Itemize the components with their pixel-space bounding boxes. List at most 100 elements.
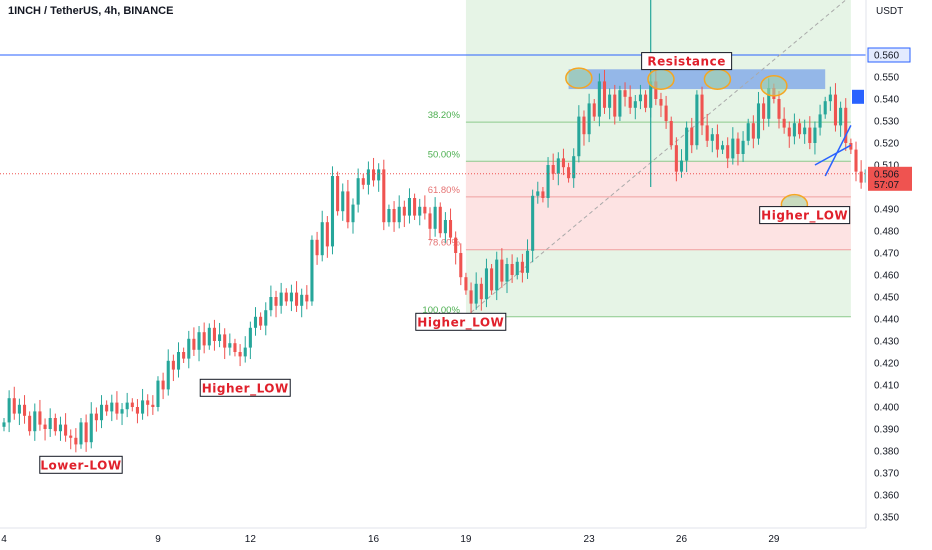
candle — [259, 316, 263, 326]
y-tick-label: 0.440 — [874, 315, 899, 326]
annotation-box — [199, 378, 291, 397]
candle — [628, 96, 632, 108]
candle — [141, 400, 145, 414]
candle — [438, 206, 442, 234]
candle — [223, 334, 227, 348]
y-tick-label: 0.370 — [874, 469, 899, 480]
last-price-label: 0.506 — [874, 169, 899, 180]
candle — [510, 264, 514, 275]
candle — [74, 437, 78, 445]
y-tick-label: 0.430 — [874, 337, 899, 348]
candle — [587, 103, 591, 135]
x-tick-label: 12 — [245, 534, 257, 545]
candle — [289, 292, 293, 302]
candle — [176, 352, 181, 370]
candle — [792, 123, 796, 137]
candle — [613, 94, 617, 117]
candle — [525, 250, 530, 273]
candle — [654, 81, 658, 99]
candle — [751, 123, 755, 139]
last-price-box — [868, 166, 912, 191]
annotation-label: Higher_LOW — [417, 315, 504, 330]
candle — [269, 297, 273, 311]
candle — [17, 404, 21, 414]
candle — [228, 343, 232, 348]
candle — [572, 156, 576, 179]
candle — [69, 435, 73, 438]
annotation-box — [39, 455, 123, 474]
candle — [433, 206, 437, 229]
candle — [443, 220, 447, 234]
x-tick-label: 19 — [460, 534, 472, 545]
y-tick-label: 0.400 — [874, 403, 899, 414]
candle — [541, 191, 545, 198]
candle — [459, 253, 463, 278]
candle — [264, 310, 268, 326]
projection-line — [814, 144, 852, 166]
candle — [618, 90, 622, 117]
candle — [392, 209, 396, 223]
y-tick-label: 0.480 — [874, 227, 899, 238]
candle — [592, 103, 596, 117]
candle — [366, 169, 370, 185]
candle — [418, 206, 422, 216]
candle — [726, 145, 730, 159]
candle — [274, 297, 278, 306]
candle — [448, 220, 453, 238]
y-tick-label: 0.460 — [874, 271, 899, 282]
x-tick-label: 9 — [155, 534, 161, 545]
y-tick-label: 0.390 — [874, 425, 899, 436]
y-tick-label: 0.470 — [874, 249, 899, 260]
candle — [597, 81, 601, 117]
y-tick-label: 0.380 — [874, 447, 899, 458]
candle — [89, 413, 93, 443]
candle — [33, 411, 37, 432]
candle — [659, 99, 663, 106]
candle — [197, 332, 201, 350]
candle — [623, 90, 627, 97]
candle — [402, 206, 406, 216]
candle — [120, 409, 124, 414]
y-tick-label: 0.510 — [874, 161, 899, 172]
annotation-label: Lower-LOW — [40, 458, 121, 472]
candle — [212, 327, 216, 341]
candle — [151, 404, 155, 407]
blue-flag — [852, 89, 864, 104]
candle — [233, 343, 237, 352]
candle — [300, 294, 304, 306]
price-tag-box — [867, 47, 911, 63]
candle — [854, 149, 858, 172]
y-tick-label: 0.360 — [874, 491, 899, 502]
annotation-label: Higher_LOW — [202, 381, 289, 396]
candle — [844, 107, 848, 143]
x-tick-label: 23 — [584, 534, 596, 545]
candle — [859, 171, 863, 183]
candle — [690, 127, 694, 146]
candle — [146, 400, 150, 405]
y-tick-label: 0.540 — [874, 95, 899, 106]
candle — [7, 398, 11, 423]
candle — [767, 88, 771, 119]
candle — [741, 140, 745, 154]
candle — [315, 239, 319, 256]
candle — [279, 292, 283, 306]
candle — [828, 94, 832, 102]
highlight-marker — [760, 75, 788, 97]
projection-line — [824, 125, 852, 177]
candle — [192, 338, 196, 350]
candle — [505, 264, 509, 282]
price-axis-bg — [866, 0, 932, 550]
candle — [79, 422, 83, 445]
candle — [161, 380, 165, 390]
candle — [341, 191, 345, 212]
candle — [336, 176, 340, 212]
candle — [253, 316, 258, 328]
candle — [320, 222, 324, 256]
candle — [582, 116, 586, 135]
candle — [43, 424, 47, 429]
trend-line — [470, 0, 847, 313]
candle — [248, 327, 252, 348]
candle — [238, 352, 242, 357]
candle — [397, 206, 401, 223]
